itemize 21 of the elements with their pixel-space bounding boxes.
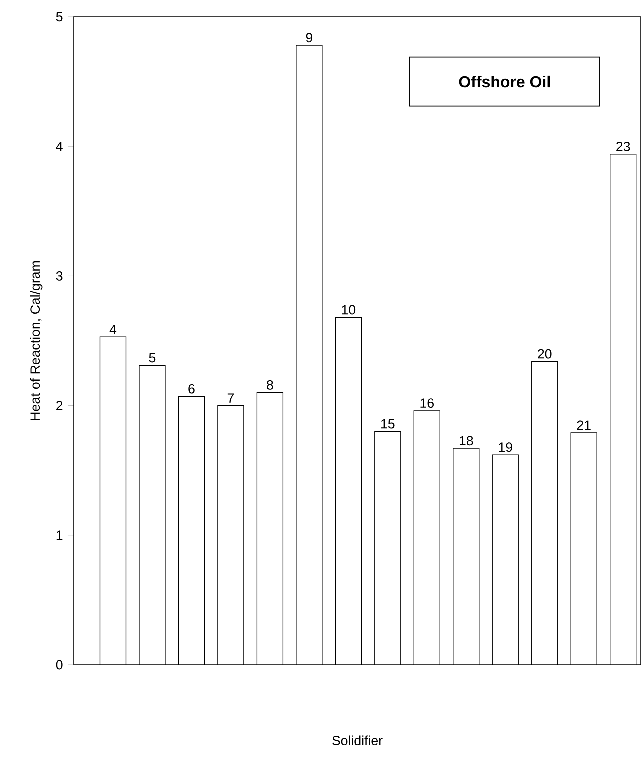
x-tick-label: 18 <box>460 436 474 446</box>
y-tick-label: 2 <box>56 401 63 410</box>
x-tick-label: 23 <box>616 142 630 152</box>
x-tick-label: 6 <box>188 384 195 394</box>
y-tick-label: 5 <box>56 12 63 22</box>
y-tick-label: 4 <box>56 142 63 152</box>
text: Offshore Oil <box>459 76 550 88</box>
x-tick-label: 20 <box>538 349 552 359</box>
y-tick-label: 1 <box>56 530 63 540</box>
x-tick-label: 10 <box>342 305 356 315</box>
x-tick-label: 15 <box>382 419 395 429</box>
y-tick-label: 0 <box>56 660 63 670</box>
x-tick-label: 19 <box>499 442 512 452</box>
x-tick-label: 16 <box>420 398 434 408</box>
y-tick-label: 3 <box>56 271 63 281</box>
x-tick-label: 9 <box>306 33 313 43</box>
x-axis-title: Solidifier <box>332 736 383 746</box>
y-axis-title: Heat of Reaction, Cal/gram <box>30 262 43 420</box>
x-tick-label: 21 <box>577 420 591 430</box>
x-tick-label: 7 <box>228 394 234 403</box>
x-tick-label: 8 <box>267 380 274 390</box>
